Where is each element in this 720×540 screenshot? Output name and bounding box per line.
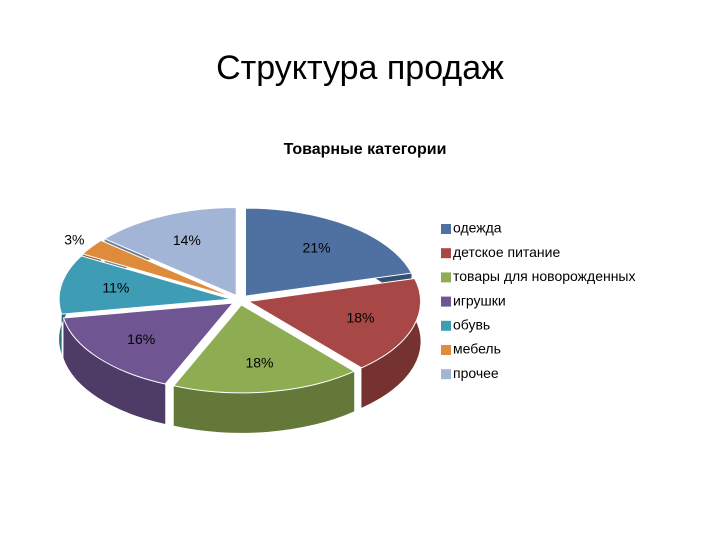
slice [81, 239, 233, 298]
legend-swatch [441, 248, 451, 259]
slice [62, 302, 235, 385]
slice [58, 255, 232, 315]
data-label: 21% [303, 239, 331, 255]
data-label: 18% [245, 355, 273, 371]
legend-swatch [441, 296, 451, 307]
data-label: 3% [64, 232, 84, 248]
data-label: 14% [173, 232, 201, 248]
data-label: 16% [127, 331, 155, 347]
slice [172, 304, 356, 394]
legend-label: прочее [453, 365, 499, 381]
slice-side [361, 278, 421, 408]
legend-label: детское питание [453, 244, 560, 260]
legend-swatch [441, 224, 451, 234]
legend: одежда детское питание товары для новорожд… [441, 220, 636, 381]
data-label: 11% [102, 280, 129, 296]
pie: 21% 18% 18% 16% 11% 3% 14% [58, 207, 422, 433]
legend-label: товары для новорожденных [453, 268, 636, 284]
legend-swatch [441, 320, 451, 331]
slice-side [173, 371, 355, 433]
legend-label: игрушки [453, 292, 506, 308]
slice [103, 207, 237, 297]
legend-label: обувь [453, 317, 490, 333]
slice [247, 277, 422, 369]
chart-title: Товарные категории [284, 141, 447, 158]
legend-swatch [441, 345, 451, 355]
legend-swatch [441, 369, 451, 380]
slice [244, 207, 413, 297]
legend-label: одежда [453, 220, 502, 236]
data-label: 18% [346, 310, 374, 326]
legend-label: мебель [453, 341, 501, 357]
legend-swatch [441, 272, 451, 283]
page-title: Структура продаж [216, 49, 504, 87]
slice-side [63, 318, 166, 424]
